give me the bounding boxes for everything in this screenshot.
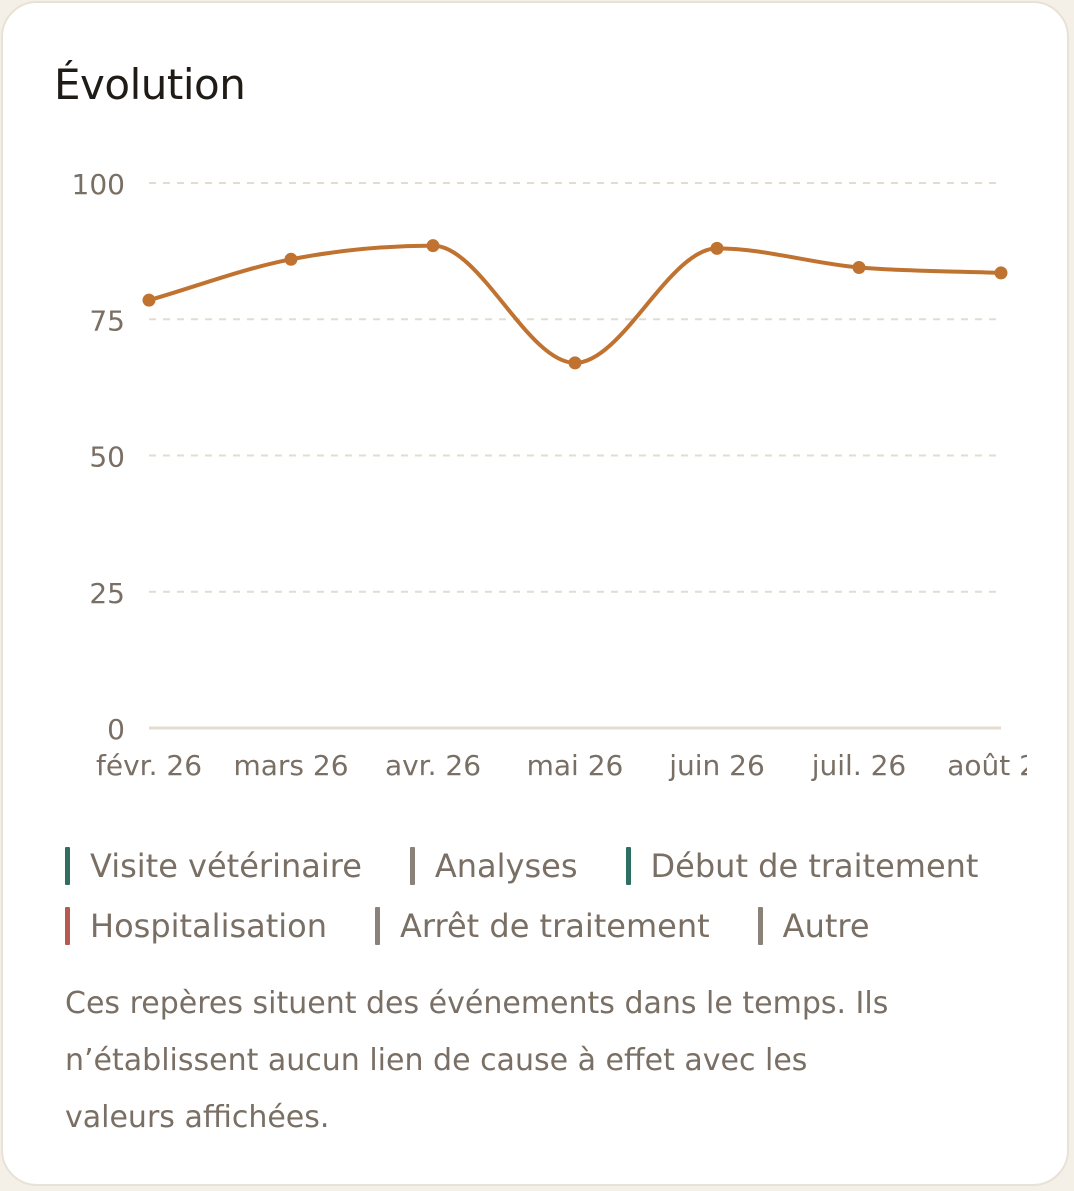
data-point [568,356,582,370]
data-point [142,293,156,307]
event-legend: Visite vétérinaire Analyses Début de tra… [65,845,1045,947]
series-line [147,243,1003,365]
legend-item-analyses: Analyses [409,845,578,887]
y-tick-label: 75 [89,304,125,337]
legend-swatch [409,847,415,885]
card-title: Évolution [54,60,246,109]
y-tick-label: 0 [107,713,125,746]
data-point [284,252,298,266]
legend-label: Hospitalisation [90,907,328,945]
legend-swatch [65,907,70,945]
legend-label: Arrêt de traitement [400,907,710,945]
legend-item-debut-traitement: Début de traitement [625,845,979,887]
legend-swatch [757,907,763,945]
data-point [426,239,440,253]
data-point [994,266,1008,280]
x-tick-label: avr. 26 [385,749,481,782]
x-tick-label: févr. 26 [96,749,202,782]
legend-label: Analyses [434,847,578,885]
legend-label: Début de traitement [650,847,979,885]
legend-item-autre: Autre [757,905,870,947]
x-tick-label: août 26 [947,749,1055,782]
x-tick-label: juin 26 [668,749,765,782]
legend-swatch [65,847,70,885]
disclaimer-note: Ces repères situent des événements dans … [65,986,889,1135]
evolution-line-chart: 0 25 50 75 100 févr. 26 mars 26 avr. 26 mai 26 ju… [72,168,1055,782]
x-tick-label: mai 26 [527,749,624,782]
legend-item-hospitalisation: Hospitalisation [65,905,327,947]
legend-swatch [625,847,631,885]
y-tick-label: 50 [89,441,125,474]
legend-label: Autre [782,907,870,945]
legend-item-visite: Visite vétérinaire [65,845,362,887]
x-tick-label: juil. 26 [811,749,907,782]
y-tick-label: 100 [72,168,125,201]
y-tick-label: 25 [89,577,125,610]
data-point [852,260,866,274]
legend-swatch [375,907,381,945]
legend-item-arret-traitement: Arrêt de traitement [375,905,710,947]
legend-label: Visite vétérinaire [90,847,362,885]
x-tick-label: mars 26 [233,749,348,782]
data-point [710,241,724,255]
